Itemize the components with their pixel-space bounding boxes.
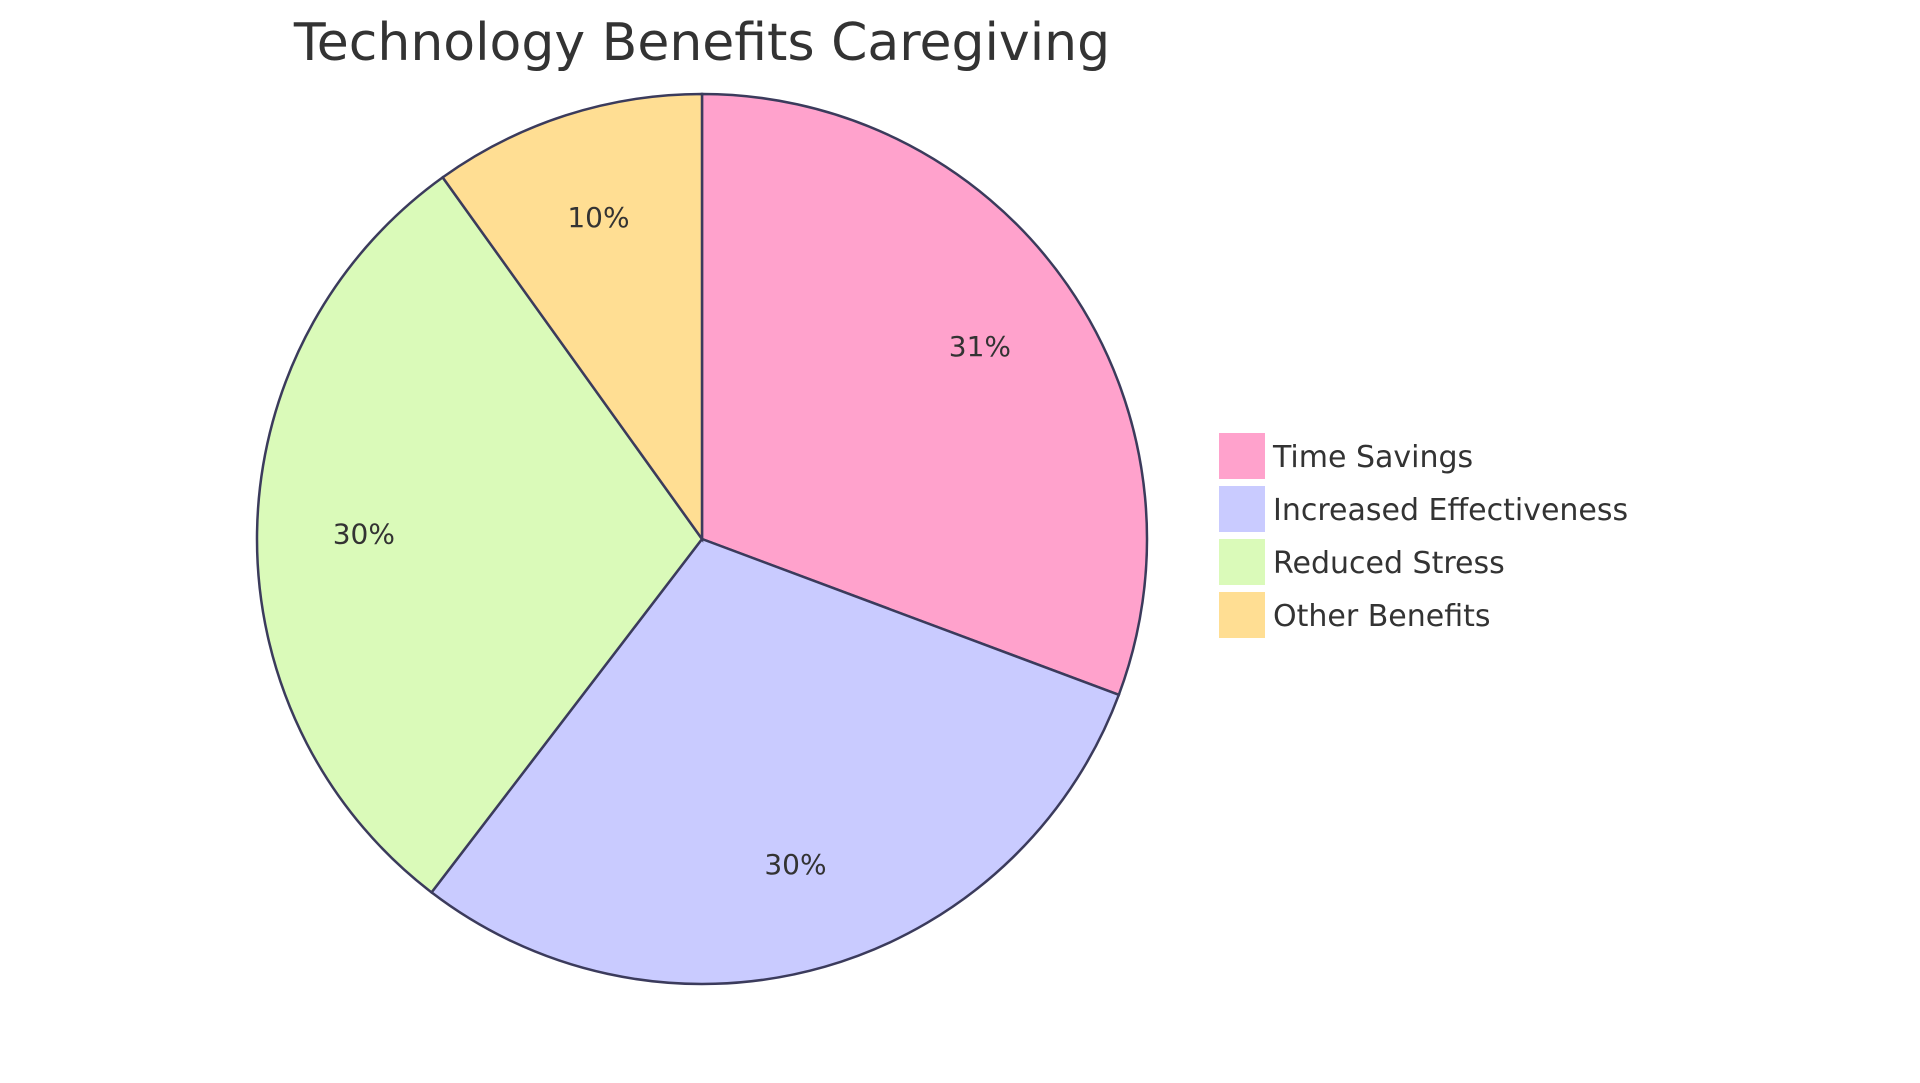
legend-label: Increased Effectiveness [1273, 493, 1628, 528]
legend-swatch [1219, 486, 1265, 532]
pie-slice-reduced-stress [255, 175, 704, 895]
chart-title: Technology Benefits Caregiving [293, 13, 1110, 73]
legend-swatch [1219, 539, 1265, 585]
slice-label: 30% [764, 848, 826, 881]
legend-swatch [1219, 592, 1265, 638]
slice-label: 30% [333, 518, 395, 551]
pie-slice-increased-effectiveness [429, 537, 1121, 986]
legend-label: Other Benefits [1273, 599, 1491, 634]
legend: Time Savings Increased Effectiveness Reduc… [1219, 433, 1628, 638]
pie-slice-time-savings [700, 92, 1149, 697]
slice-label: 31% [949, 330, 1011, 363]
legend-swatch [1219, 433, 1265, 479]
legend-label: Reduced Stress [1273, 546, 1505, 581]
legend-label: Time Savings [1272, 440, 1473, 475]
pie-slice-other-benefits [440, 92, 704, 543]
slice-label: 10% [567, 201, 629, 234]
